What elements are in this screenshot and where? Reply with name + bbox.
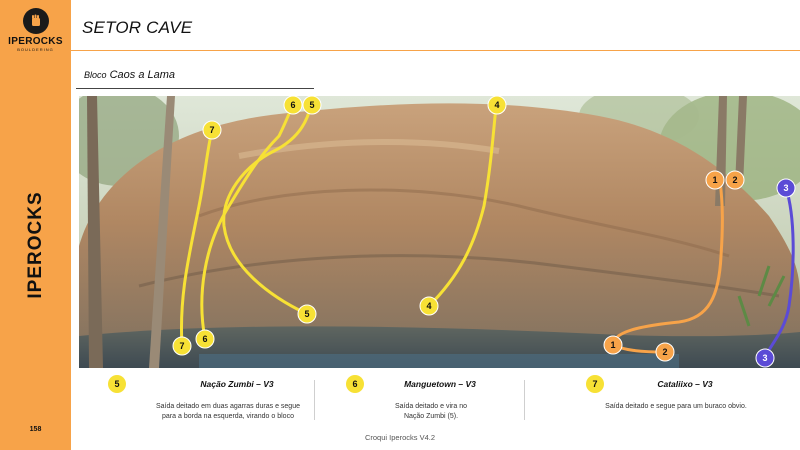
route-marker-label: 2: [662, 347, 667, 357]
block-name: Caos a Lama: [109, 69, 176, 81]
logo-subtitle: BOULDERING: [17, 47, 54, 52]
vertical-brand-name: IPEROCKS: [25, 191, 46, 299]
route-7-line: [180, 129, 214, 347]
route-marker-label: 5: [304, 309, 309, 319]
route-1-2-line: [611, 179, 724, 346]
route-description-line: Saída deitado em duas agarras duras e se…: [156, 403, 300, 410]
route-6-line: [200, 103, 295, 340]
route-description: Saída deitado em duas agarras duras e se…: [108, 402, 348, 422]
route-description-line: Saída deitado e segue para um buraco obv…: [605, 403, 747, 410]
route-marker-label: 4: [494, 100, 499, 110]
legend-route-5: 5 Nação Zumbi – V3 Saída deitado em duas…: [108, 374, 348, 422]
block-prefix: Bloco: [84, 70, 107, 80]
route-marker-label: 2: [732, 175, 737, 185]
route-description: Saída deitado e segue para um buraco obv…: [586, 402, 766, 412]
route-5-line: [222, 103, 313, 316]
route-marker: 1: [705, 170, 725, 190]
route-name: Cataliixo – V3: [657, 379, 713, 389]
route-marker-label: 6: [290, 100, 295, 110]
route-number-badge: 6: [346, 375, 364, 393]
route-marker: 2: [655, 342, 675, 362]
route-marker-label: 4: [426, 301, 431, 311]
route-marker: 6: [283, 96, 303, 115]
route-marker-label: 7: [209, 125, 214, 135]
route-description: Saída deitado e vira no Nação Zumbi (5).: [346, 402, 516, 422]
route-marker: 3: [755, 348, 775, 368]
route-marker: 4: [487, 96, 507, 115]
route-markers: 6 5 7 4 4 5 6 7 1 2 1 2 3 3: [172, 96, 796, 368]
legend-route-6: 6 Manguetown – V3 Saída deitado e vira n…: [346, 374, 516, 422]
route-name: Manguetown – V3: [404, 379, 476, 389]
route-description-line: Nação Zumbi (5).: [403, 413, 459, 420]
block-title-underline: [76, 88, 314, 89]
route-marker: 7: [172, 336, 192, 356]
sector-title: SETOR CAVE: [82, 18, 193, 37]
logo-name: IPEROCKS: [8, 36, 63, 47]
route-marker: 7: [202, 120, 222, 140]
brand-sidebar: IPEROCKS BOULDERING IPEROCKS 158: [0, 0, 71, 450]
route-marker-label: 6: [202, 334, 207, 344]
footer-version: Croqui Iperocks V4.2: [364, 433, 436, 442]
tree-trunk-left: [87, 96, 103, 368]
legend-route-7: 7 Cataliixo – V3 Saída deitado e segue p…: [586, 374, 766, 412]
route-marker-label: 1: [712, 175, 717, 185]
legend-divider: [314, 380, 315, 420]
route-number-badge: 5: [108, 375, 126, 393]
tree-trunk-center: [149, 96, 175, 368]
route-name: Nação Zumbi – V3: [200, 379, 274, 389]
route-4-line: [427, 96, 499, 308]
logo: IPEROCKS BOULDERING: [0, 8, 71, 53]
legend-divider: [524, 380, 525, 420]
header-divider: [71, 50, 800, 51]
route-marker: 2: [725, 170, 745, 190]
fist-logo-icon: [22, 8, 49, 34]
route-marker: 6: [195, 329, 215, 349]
route-marker-label: 3: [783, 183, 788, 193]
block-title: Bloco Caos a Lama: [84, 69, 175, 81]
route-number-badge: 7: [586, 375, 604, 393]
route-marker: 5: [297, 304, 317, 324]
page-number: 158: [29, 426, 42, 433]
route-marker-label: 1: [610, 340, 615, 350]
route-marker: 3: [776, 178, 796, 198]
route-marker-label: 3: [762, 353, 767, 363]
route-marker-label: 5: [309, 100, 314, 110]
route-description-line: para a borda na esquerda, virando o bloc…: [162, 413, 294, 420]
route-marker: 4: [419, 296, 439, 316]
boulder-rock: [79, 103, 800, 368]
route-marker-label: 7: [179, 341, 184, 351]
route-description-line: Saída deitado e vira no: [395, 403, 467, 410]
route-3-line: [763, 187, 795, 359]
route-marker: 1: [603, 335, 623, 355]
boulder-photo: 6 5 7 4 4 5 6 7 1 2 1 2 3 3: [79, 96, 800, 368]
route-marker: 5: [302, 96, 322, 115]
